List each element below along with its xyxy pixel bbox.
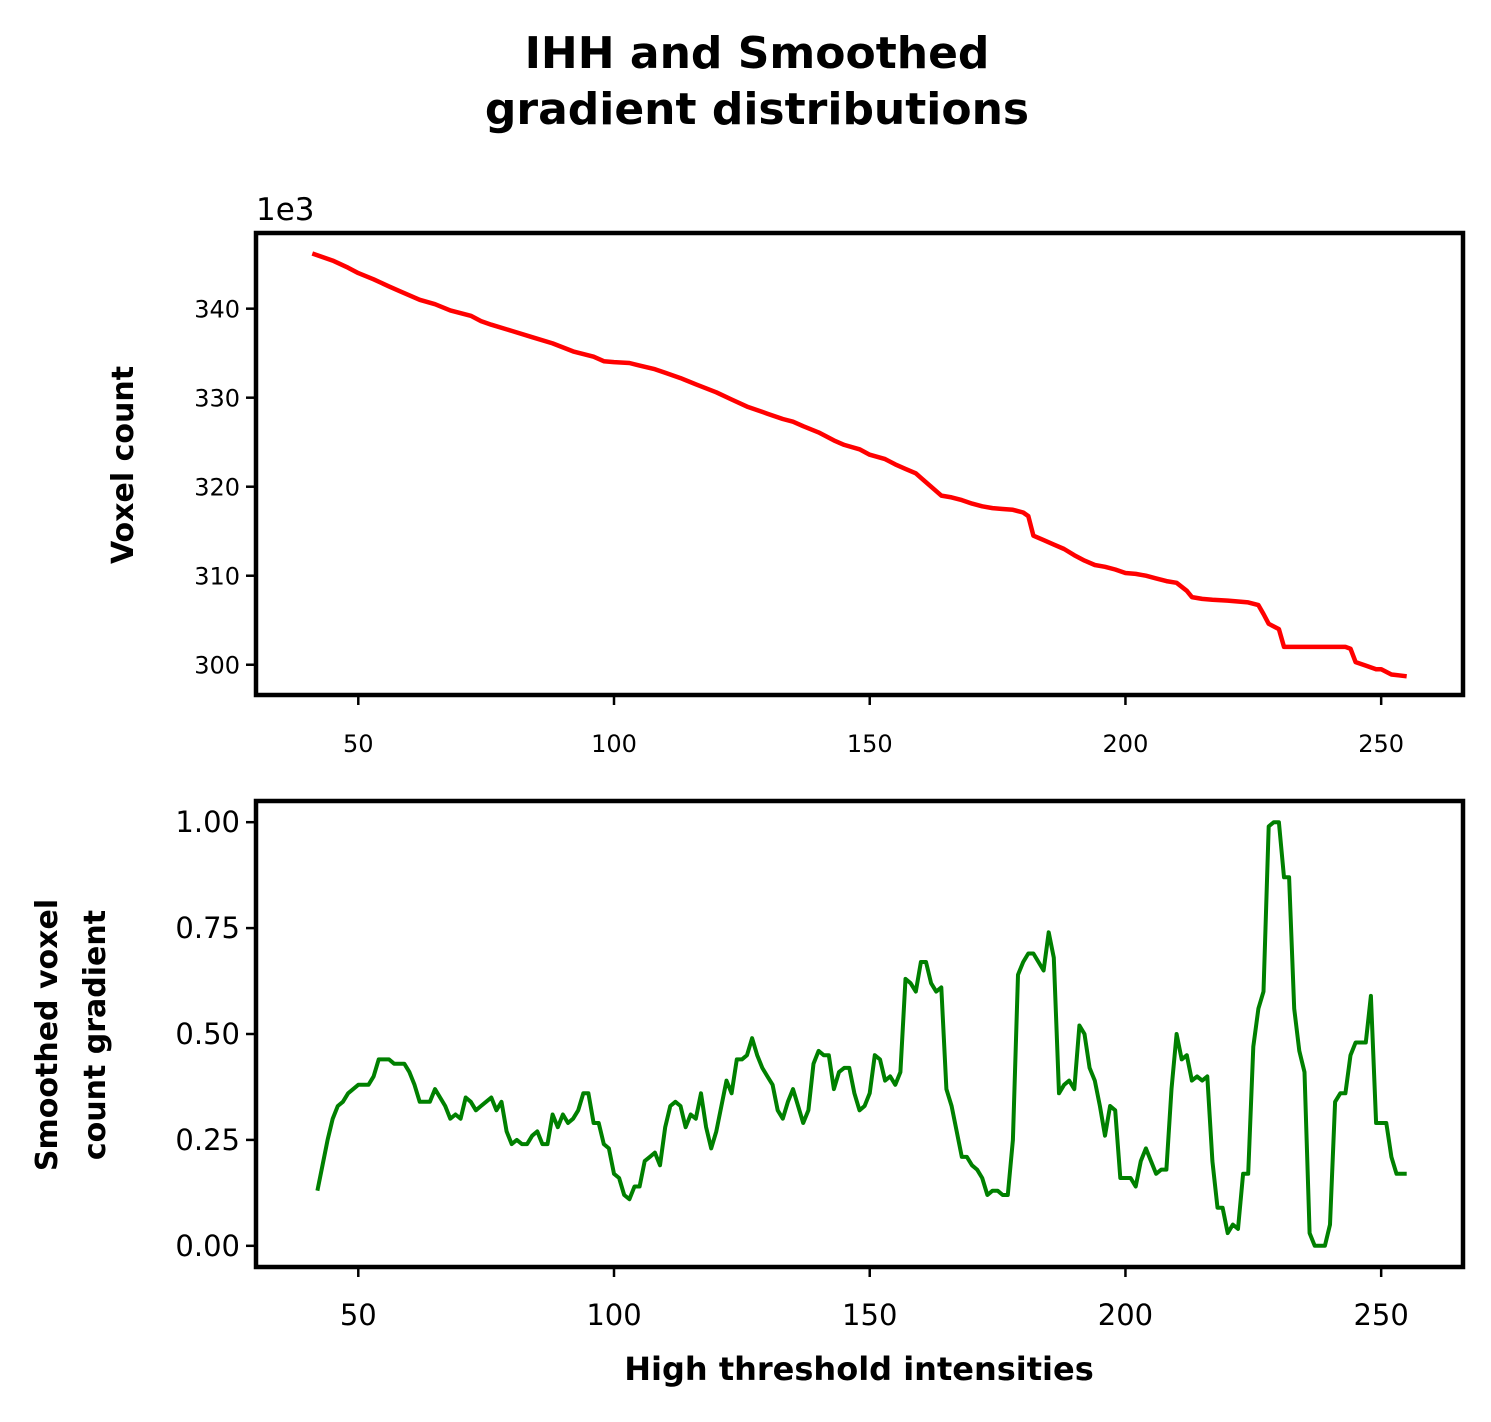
x-tick-label: 50 [340, 1298, 377, 1332]
figure-title-line-1: IHH and Smoothed [525, 28, 990, 79]
x-tick-label: 200 [1103, 730, 1149, 758]
x-tick-label: 150 [842, 1298, 897, 1332]
y-tick-label: 1.00 [175, 805, 240, 839]
y-tick-label: 0.25 [175, 1123, 240, 1157]
top-voxel-count-line [311, 251, 1407, 679]
x-tick-label: 150 [847, 730, 893, 758]
top-plot-frame [253, 230, 1466, 698]
y-tick-label: 340 [194, 296, 240, 324]
x-tick-label: 50 [343, 730, 374, 758]
top-chart: 1e3 Voxel count 50 100 150 200 250 300 310 320… [106, 192, 1466, 758]
y-tick-label: 310 [194, 563, 240, 591]
top-y-axis-label: Voxel count [106, 366, 141, 564]
bottom-x-axis-label: High threshold intensities [624, 1350, 1094, 1388]
figure-title-line-2: gradient distributions [485, 84, 1029, 135]
top-offset-text: 1e3 [256, 192, 315, 228]
y-tick-label: 320 [194, 474, 240, 502]
bottom-x-ticks: 50 100 150 200 250 [340, 1267, 1409, 1332]
y-tick-label: 0.50 [175, 1017, 240, 1051]
x-tick-label: 250 [1358, 730, 1404, 758]
bottom-y-axis-label-line-2: count gradient [78, 910, 113, 1160]
x-tick-label: 100 [591, 730, 637, 758]
y-tick-label: 330 [194, 385, 240, 413]
top-y-ticks: 300 310 320 330 340 [194, 296, 256, 680]
bottom-y-ticks: 0.00 0.25 0.50 0.75 1.00 [175, 805, 256, 1263]
bottom-chart: Smoothed voxel count gradient High thres… [30, 798, 1466, 1388]
y-tick-label: 0.00 [175, 1229, 240, 1263]
y-tick-label: 300 [194, 652, 240, 680]
bottom-gradient-line [315, 820, 1407, 1248]
bottom-plot-frame [253, 798, 1466, 1270]
top-x-ticks: 50 100 150 200 250 [343, 695, 1404, 758]
y-tick-label: 0.75 [175, 911, 240, 945]
x-tick-label: 100 [586, 1298, 641, 1332]
x-tick-label: 200 [1098, 1298, 1153, 1332]
bottom-y-axis-label-line-1: Smoothed voxel [30, 899, 65, 1171]
x-tick-label: 250 [1353, 1298, 1408, 1332]
